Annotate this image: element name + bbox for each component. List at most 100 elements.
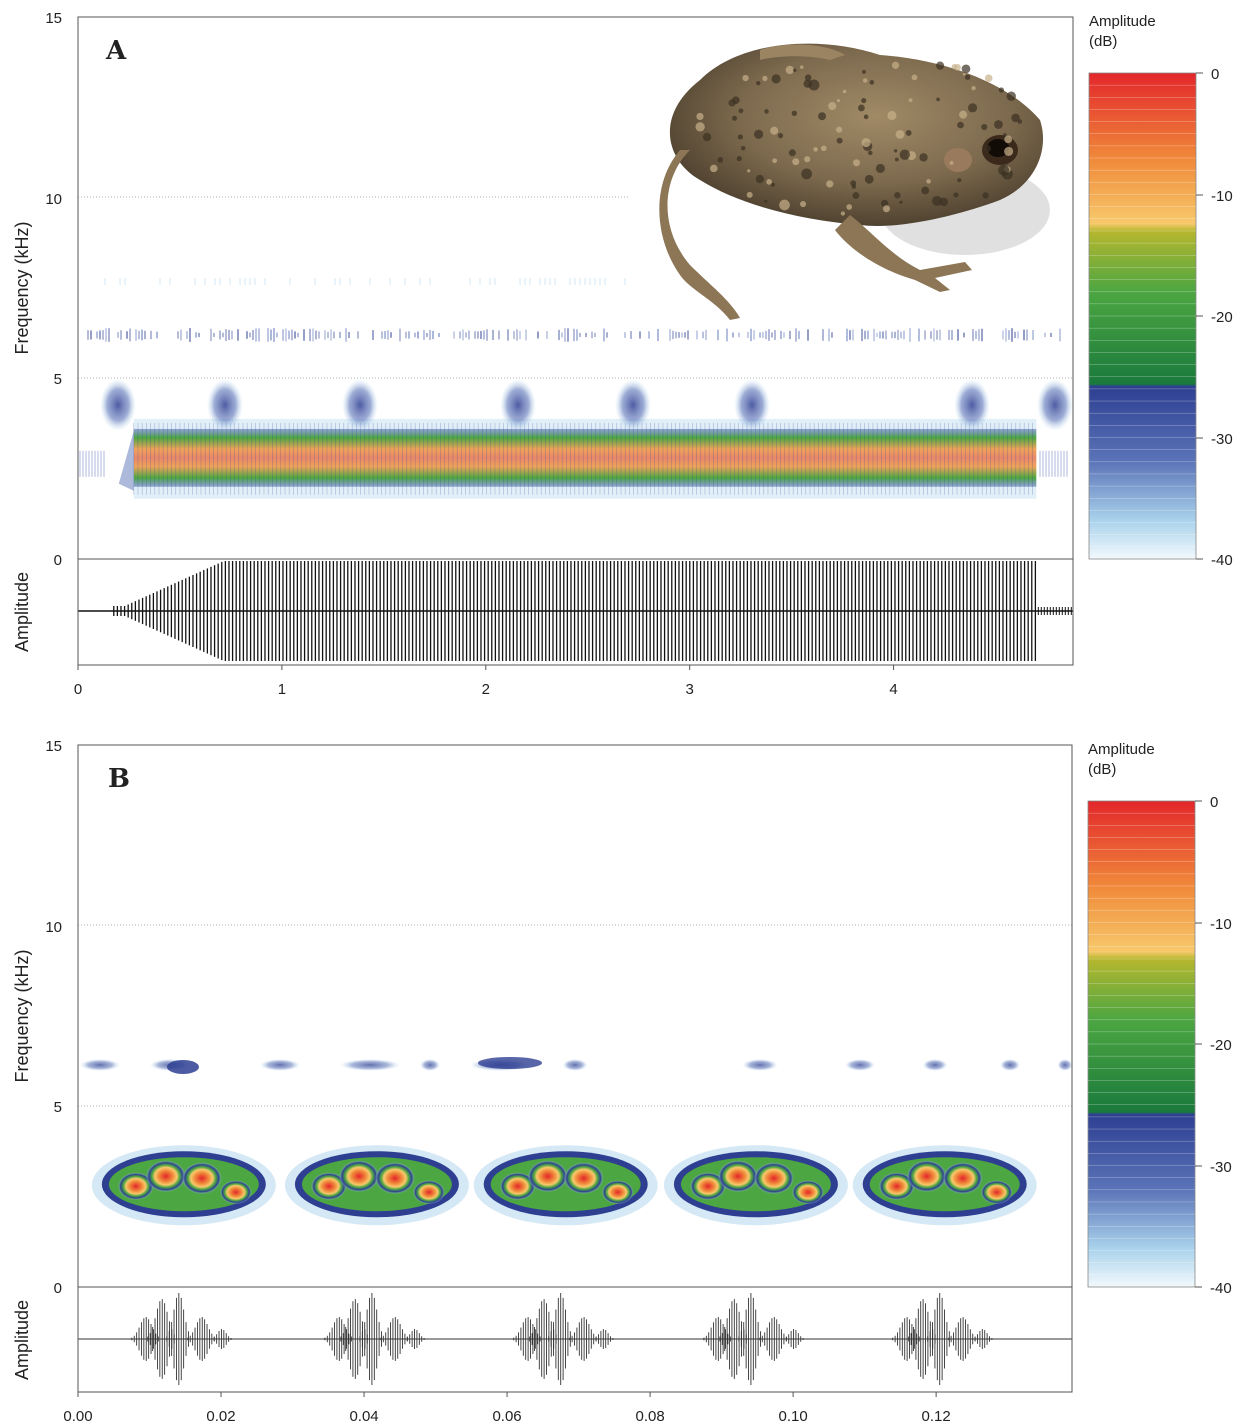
toad-spot (998, 87, 1004, 93)
toad-spot (864, 174, 874, 184)
oscillogram-b (78, 1293, 1072, 1385)
pulse-core (563, 1162, 604, 1195)
x-tick-label: 0.02 (206, 1408, 235, 1425)
pulse-core (878, 1172, 915, 1201)
x-tick-label: 0.08 (635, 1408, 664, 1425)
x-axis-b: 0.00 0.02 0.04 0.06 0.08 0.10 0.12 (63, 1392, 951, 1425)
y-tick-label: 10 (45, 919, 62, 936)
noise-blob (500, 379, 536, 431)
dominant-band (133, 428, 1037, 487)
toad-spot (702, 132, 712, 142)
toad-spot (959, 110, 968, 119)
y-tick-label: 15 (45, 738, 62, 755)
toad-spot (846, 204, 853, 210)
toad-spot (791, 110, 798, 117)
toad-spot (921, 186, 930, 195)
pulse-core (753, 1162, 794, 1195)
toad-spot (771, 74, 781, 84)
toad-spot (862, 78, 868, 83)
harmonic-blob (80, 1058, 120, 1071)
toad-spot (905, 129, 912, 136)
toad-spot (984, 74, 993, 83)
toad-spot (770, 182, 775, 187)
toad-spot (826, 180, 834, 188)
toad-spot (850, 180, 857, 187)
y-axis-label-b: Frequency (kHz) (12, 949, 32, 1082)
toad-spot (1011, 113, 1020, 123)
toad-spot (779, 199, 790, 211)
toad-spot (1006, 91, 1016, 101)
toad-spot (882, 205, 891, 213)
x-tick-label: 0.10 (779, 1408, 808, 1425)
x-tick-label: 4 (889, 681, 897, 698)
toad-spot (764, 109, 769, 114)
panel-label-b: B (108, 764, 130, 794)
toad-spot (957, 121, 964, 129)
pulse-core (527, 1160, 568, 1193)
colorbar-unit-b: (dB) (1088, 761, 1116, 778)
toad-spot (799, 65, 804, 69)
toad-spot (804, 156, 811, 163)
harmonic-blob (260, 1058, 300, 1071)
pulse-core (412, 1180, 445, 1205)
toad-spot (852, 192, 860, 199)
colorbar-scale-b (1087, 800, 1196, 1288)
pulse-core (906, 1160, 947, 1193)
x-axis-a: 0 1 2 3 4 (74, 665, 898, 698)
toad-spot (747, 169, 751, 173)
panel-b: B 15 10 5 0 Frequency (kHz) Amplitude 0.… (12, 738, 1232, 1425)
toad-spot (762, 75, 768, 81)
noise-blob (1037, 379, 1073, 431)
toad-spot (1017, 119, 1023, 124)
toad-spot (983, 144, 991, 153)
toad-spot (801, 168, 812, 180)
colorbar-a: Amplitude (dB) 0 -10 -20 -30 -40 (1088, 13, 1233, 569)
colorbar-unit-a: (dB) (1089, 33, 1117, 50)
spectrogram-b (78, 924, 1072, 1226)
toad-spot (899, 200, 903, 204)
toad-spot (835, 126, 843, 133)
colorbar-b: Amplitude (dB) 0 -10 -20 -30 -40 (1087, 741, 1232, 1297)
pulse-core (601, 1180, 634, 1205)
toad-spot (857, 104, 865, 112)
osc-axis-label-b: Amplitude (12, 1300, 32, 1380)
toad-spot (755, 174, 764, 184)
toad-spot (756, 80, 761, 86)
toad-spot (840, 211, 846, 216)
toad-spot (852, 159, 861, 167)
toad-spot (971, 85, 976, 91)
toad-spot (936, 61, 945, 70)
colorbar-title-b: Amplitude (1088, 741, 1155, 758)
toad-spot (813, 147, 818, 152)
spectrogram-a (78, 43, 1073, 499)
x-tick-label: 0.06 (492, 1408, 521, 1425)
harmonic-blob (420, 1058, 440, 1071)
toad-spot (695, 122, 705, 132)
toad-spot (1002, 133, 1007, 137)
colorbar-tick: -20 (1211, 309, 1233, 326)
toad-spot (932, 195, 943, 206)
toad-spot (1005, 161, 1009, 165)
toad-spot (894, 157, 899, 162)
toad-spot (875, 163, 885, 173)
pulse-core (338, 1160, 379, 1193)
toad-spot (951, 64, 958, 70)
harmonic-blob (167, 1059, 199, 1074)
toad-spot (696, 112, 704, 121)
pulse-core (717, 1160, 758, 1193)
colorbar-tick: -30 (1211, 431, 1233, 448)
toad-spot (842, 89, 847, 94)
pulse-core (942, 1162, 983, 1195)
toad-spot (982, 192, 989, 199)
colorbar-tick: -30 (1210, 1159, 1232, 1176)
toad-spot (936, 97, 940, 102)
toad-photo (659, 43, 1050, 320)
pulse-core (145, 1160, 186, 1193)
toad-spot (742, 74, 749, 82)
pulse-core (689, 1172, 726, 1201)
toad-spot (770, 126, 779, 135)
noise-blob (207, 379, 243, 431)
colorbar-tick: -20 (1210, 1037, 1232, 1054)
harmonic-blob (742, 1058, 778, 1071)
harmonic-blob (1057, 1058, 1072, 1071)
